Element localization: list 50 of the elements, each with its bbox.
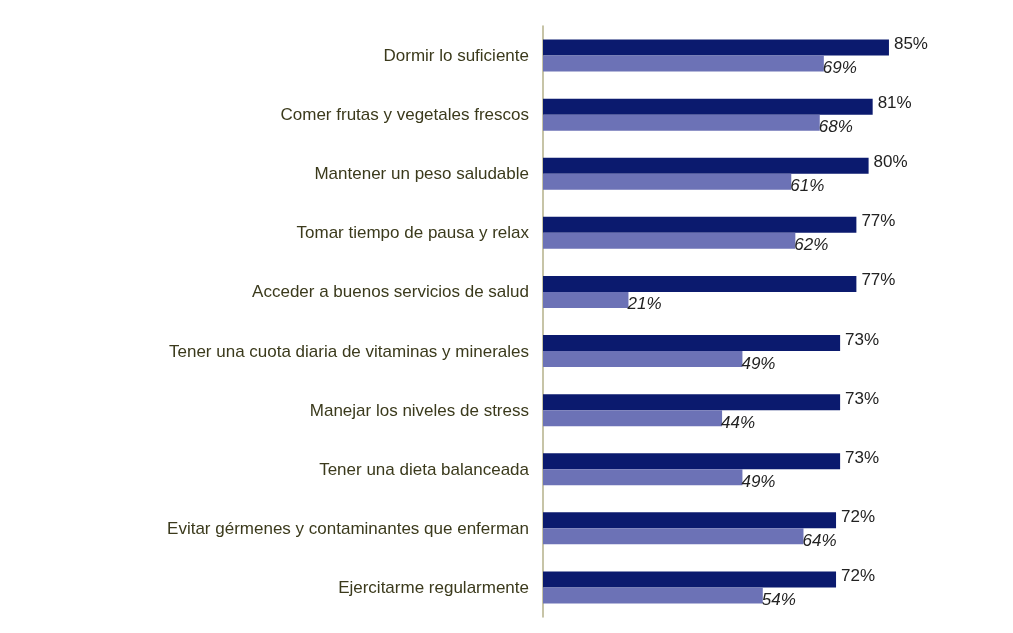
data-label: 49%	[741, 353, 776, 373]
data-label: 72%	[841, 565, 876, 585]
bar	[543, 351, 743, 368]
data-label: 81%	[877, 93, 912, 113]
bar	[543, 394, 841, 411]
data-label: 61%	[790, 176, 825, 196]
bar	[543, 469, 743, 486]
bar	[543, 512, 837, 529]
data-label: 44%	[721, 412, 756, 432]
bar	[543, 216, 857, 233]
bar	[543, 157, 869, 174]
y-tick-label: Tener una dieta balanceada	[319, 459, 530, 479]
y-tick-label: Dormir lo suficiente	[383, 46, 529, 66]
data-label: 21%	[626, 294, 662, 314]
data-label: 54%	[761, 589, 796, 609]
bar	[543, 291, 629, 308]
data-label: 49%	[741, 471, 776, 491]
bar	[543, 173, 792, 190]
data-label: 69%	[822, 58, 857, 78]
bar	[543, 410, 723, 427]
data-label: 77%	[861, 211, 896, 231]
bar	[543, 571, 837, 588]
y-tick-label: Evitar gérmenes y contaminantes que enferman	[167, 518, 529, 538]
data-label: 73%	[845, 329, 880, 349]
y-tick-label: Mantener un peso saludable	[314, 164, 529, 184]
bar	[543, 528, 804, 545]
data-label: 73%	[845, 388, 880, 408]
data-label: 77%	[861, 270, 896, 290]
bar	[543, 39, 889, 56]
y-tick-label: Tomar tiempo de pausa y relax	[296, 223, 530, 243]
y-tick-label: Tener una cuota diaria de vitaminas y minerales	[168, 341, 529, 361]
bar	[543, 587, 763, 604]
data-label: 73%	[845, 447, 880, 467]
bar	[543, 114, 820, 131]
bar	[543, 98, 873, 115]
y-tick-label: Ejercitarme regularmente	[338, 577, 529, 597]
data-label: 72%	[841, 506, 876, 526]
data-label: 62%	[794, 235, 829, 255]
bar	[543, 55, 824, 72]
data-label: 64%	[802, 530, 837, 550]
data-label: 85%	[893, 34, 928, 54]
bar	[543, 275, 857, 292]
y-tick-label: Manejar los niveles de stress	[309, 400, 529, 420]
data-label: 80%	[873, 152, 908, 172]
bar	[543, 335, 841, 352]
y-tick-label: Acceder a buenos servicios de salud	[252, 282, 529, 302]
bar	[543, 232, 796, 249]
bar	[543, 453, 841, 470]
y-tick-label: Comer frutas y vegetales frescos	[280, 105, 529, 125]
data-label: 68%	[818, 117, 853, 137]
